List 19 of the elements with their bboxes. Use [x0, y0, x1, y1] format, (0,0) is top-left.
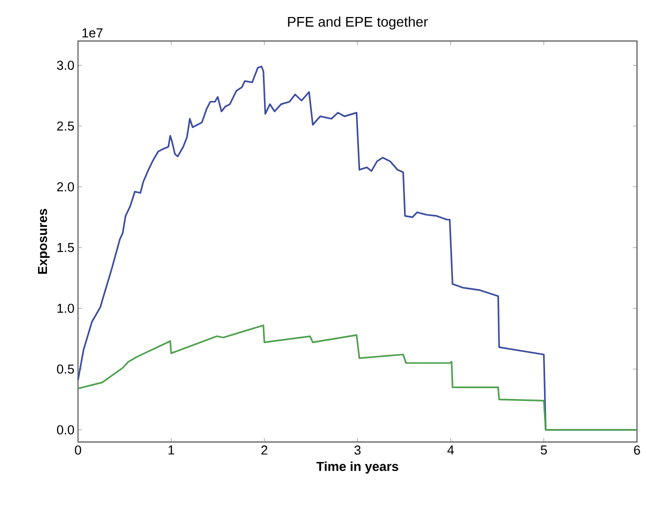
x-axis-title: Time in years — [316, 462, 398, 474]
x-tick-label: 0 — [74, 446, 82, 455]
x-tick-label: 1 — [168, 446, 174, 454]
line-series — [77, 324, 638, 431]
y-tick-label: 2.5 — [57, 121, 74, 131]
y-tick-label: 1.0 — [57, 304, 74, 313]
y-tick-label: 3.0 — [56, 60, 74, 70]
y-axis-title: Exposures — [38, 208, 50, 274]
y-tick-label: 0.0 — [56, 425, 74, 434]
x-tick-label: 3 — [354, 446, 361, 455]
chart-title: PFE and EPE together — [288, 16, 428, 30]
x-tick-label: 5 — [540, 446, 547, 455]
x-tick-label: 6 — [634, 446, 640, 455]
y-tick-label: 2.0 — [57, 182, 74, 192]
x-tick-label: 2 — [261, 446, 268, 455]
y-tick-label: 0.5 — [56, 364, 74, 374]
text: 1e7 — [82, 28, 102, 38]
x-tick-label: 4 — [447, 446, 454, 454]
y-tick-label: 1.5 — [57, 243, 74, 252]
